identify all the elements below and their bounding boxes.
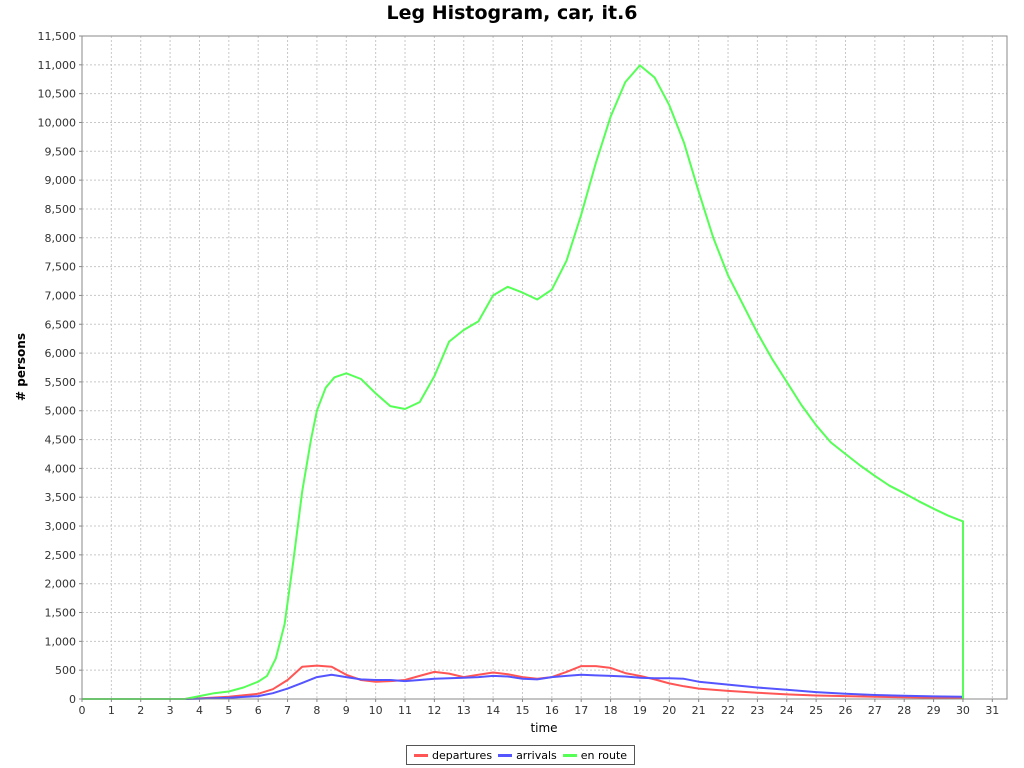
x-tick-label: 26: [838, 704, 852, 717]
x-tick-label: 18: [604, 704, 618, 717]
y-tick-label: 11,000: [38, 59, 77, 72]
series-layer: [82, 64, 964, 700]
legend-item-arrivals: arrivals: [498, 749, 557, 762]
y-tick-label: 6,500: [45, 318, 77, 331]
grid-lines: [81, 35, 1007, 700]
y-tick-label: 5,000: [45, 405, 77, 418]
x-axis-title: time: [530, 721, 557, 735]
x-tick-label: 11: [398, 704, 412, 717]
series-line-arrivals: [82, 673, 964, 700]
x-tick-label: 29: [927, 704, 941, 717]
series-line-departures: [82, 664, 964, 700]
y-axis-title: # persons: [14, 333, 28, 401]
x-tick-label: 5: [225, 704, 232, 717]
y-tick-label: 9,000: [45, 174, 77, 187]
y-tick-label: 5,500: [45, 376, 77, 389]
legend-swatch: [498, 753, 513, 757]
legend-item-en-route: en route: [562, 748, 628, 762]
legend-swatch: [562, 753, 577, 757]
y-axis: 0 500 1,000 1,500 2,000 2,500 3,000 3,500 4,000 4…: [38, 30, 82, 706]
x-tick-label: 15: [515, 704, 529, 717]
x-tick-label: 31: [985, 704, 999, 717]
x-tick-label: 0: [79, 704, 86, 717]
x-tick-label: 27: [868, 704, 882, 717]
y-tick-label: 8,000: [45, 232, 77, 245]
y-tick-label: 2,500: [45, 549, 77, 562]
x-tick-label: 3: [167, 704, 174, 717]
legend-label: departures: [432, 748, 493, 762]
legend-swatch: [414, 753, 428, 757]
y-tick-label: 3,000: [45, 520, 77, 533]
x-tick-label: 7: [284, 704, 291, 717]
y-tick-label: 0: [69, 693, 76, 706]
x-tick-label: 1: [108, 704, 115, 717]
x-tick-label: 16: [545, 704, 559, 717]
x-tick-label: 17: [574, 704, 588, 717]
x-axis: 0 1 2 3 4 5 6 7 8 9 10 11 12 13 14 15 16 17 18 19 20 21 22 23 24…: [79, 699, 999, 717]
x-tick-label: 14: [486, 704, 500, 717]
legend-label: en route: [580, 748, 628, 762]
y-tick-label: 2,000: [45, 578, 77, 591]
plot-border: [81, 35, 1008, 700]
y-tick-label: 500: [55, 664, 76, 677]
legend-label: arrivals: [516, 748, 557, 762]
x-tick-label: 9: [343, 704, 350, 717]
series-line-en-route: [82, 64, 964, 700]
x-tick-label: 12: [427, 704, 441, 717]
y-tick-label: 4,500: [45, 434, 77, 447]
y-tick-label: 6,000: [45, 347, 77, 360]
chart-title: Leg Histogram, car, it.6: [386, 2, 638, 24]
x-tick-label: 30: [956, 704, 970, 717]
x-tick-label: 4: [196, 704, 203, 717]
x-tick-label: 22: [721, 704, 735, 717]
x-tick-label: 24: [780, 704, 794, 717]
y-tick-label: 10,500: [38, 88, 77, 101]
legend-item-departures: departures: [414, 749, 492, 762]
legend: departures arrivals en route: [406, 745, 636, 765]
x-tick-label: 21: [692, 704, 706, 717]
y-tick-label: 10,000: [38, 116, 77, 129]
x-tick-label: 13: [457, 704, 471, 717]
x-tick-label: 10: [369, 704, 383, 717]
y-tick-label: 7,000: [45, 289, 77, 302]
y-tick-label: 3,500: [45, 491, 77, 504]
y-tick-label: 7,500: [45, 261, 77, 274]
y-tick-label: 9,500: [45, 145, 77, 158]
x-tick-label: 20: [662, 704, 676, 717]
y-tick-label: 1,000: [45, 635, 77, 648]
x-tick-label: 25: [809, 704, 823, 717]
y-tick-label: 1,500: [45, 607, 77, 620]
x-tick-label: 28: [897, 704, 911, 717]
x-tick-label: 23: [750, 704, 764, 717]
y-tick-label: 11,500: [38, 30, 77, 43]
x-tick-label: 19: [633, 704, 647, 717]
plot-background: [82, 36, 1007, 699]
x-tick-label: 6: [255, 704, 262, 717]
x-tick-label: 8: [313, 704, 320, 717]
y-tick-label: 4,000: [45, 462, 77, 475]
x-tick-label: 2: [137, 704, 144, 717]
y-tick-label: 8,500: [45, 203, 77, 216]
